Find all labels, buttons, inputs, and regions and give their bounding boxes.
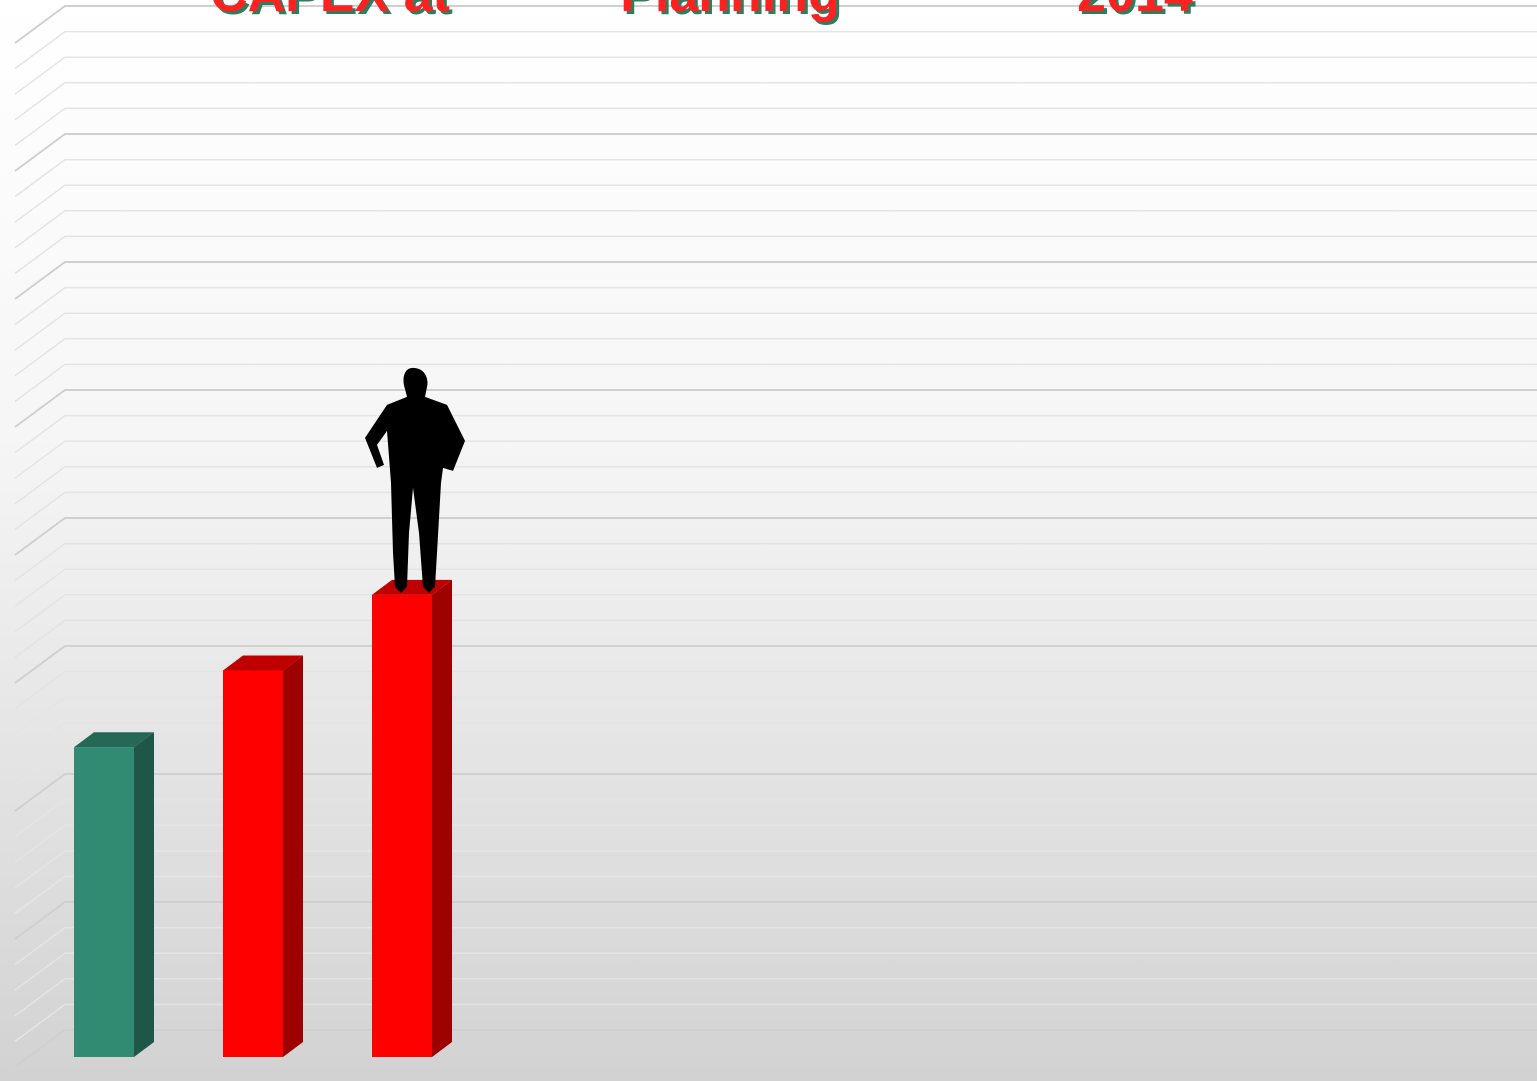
bar-side bbox=[283, 655, 303, 1057]
chart-title: 2014 bbox=[1077, 0, 1193, 23]
bar-side bbox=[432, 580, 452, 1057]
bar bbox=[223, 655, 303, 1057]
chart: CAPEX atCAPEX atPlanningPlanning20142014 bbox=[0, 0, 1537, 1081]
chart-title: Planning bbox=[620, 0, 840, 23]
bar bbox=[74, 732, 154, 1057]
bar-front bbox=[372, 595, 432, 1057]
bar-front bbox=[223, 670, 283, 1057]
chart-title: CAPEX at bbox=[210, 0, 450, 23]
bar-side bbox=[134, 732, 154, 1057]
bar bbox=[372, 580, 452, 1057]
bar-front bbox=[74, 747, 134, 1057]
